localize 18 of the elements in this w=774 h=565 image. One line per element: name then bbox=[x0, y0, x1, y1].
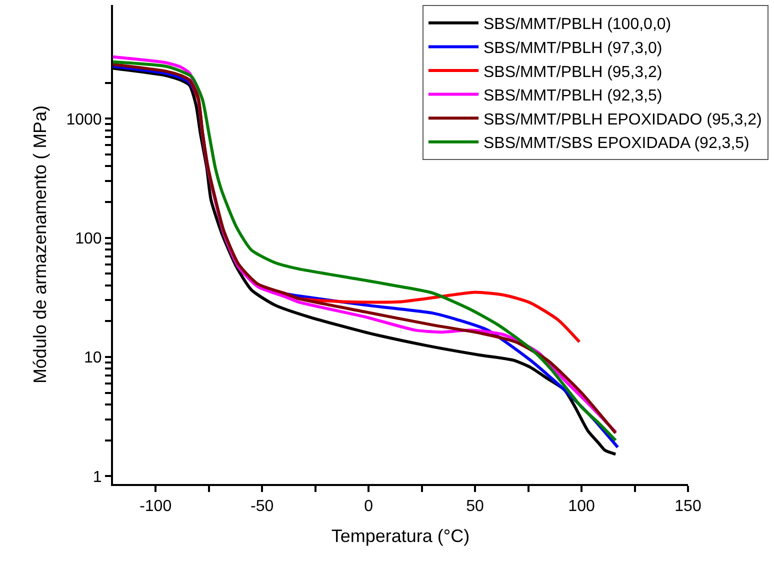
x-tick-label: 0 bbox=[364, 498, 374, 516]
legend-label: SBS/MMT/PBLH (97,3,0) bbox=[484, 40, 662, 57]
y-axis-title: Módulo de armazenamento ( MPa) bbox=[30, 105, 50, 384]
x-tick-label: -50 bbox=[250, 498, 274, 516]
legend-label: SBS/MMT/PBLH EPOXIDADO (95,3,2) bbox=[484, 111, 762, 128]
legend-label: SBS/MMT/PBLH (100,0,0) bbox=[484, 16, 672, 34]
x-tick-label: 50 bbox=[466, 498, 484, 516]
x-tick-label: 100 bbox=[568, 498, 595, 516]
x-axis-title: Temperatura (°C) bbox=[331, 526, 470, 546]
y-tick-label: 100 bbox=[75, 230, 102, 248]
y-tick-label: 1 bbox=[92, 468, 102, 486]
legend-label: SBS/MMT/PBLH (95,3,2) bbox=[484, 64, 662, 81]
x-tick-label: 150 bbox=[674, 498, 702, 516]
y-tick-label: 10 bbox=[84, 350, 102, 367]
legend-label: SBS/MMT/PBLH (92,3,5) bbox=[484, 88, 662, 105]
legend-label: SBS/MMT/SBS EPOXIDADA (92,3,5) bbox=[484, 135, 750, 152]
y-tick-label: 1000 bbox=[66, 111, 102, 128]
x-tick-label: -100 bbox=[140, 498, 172, 516]
